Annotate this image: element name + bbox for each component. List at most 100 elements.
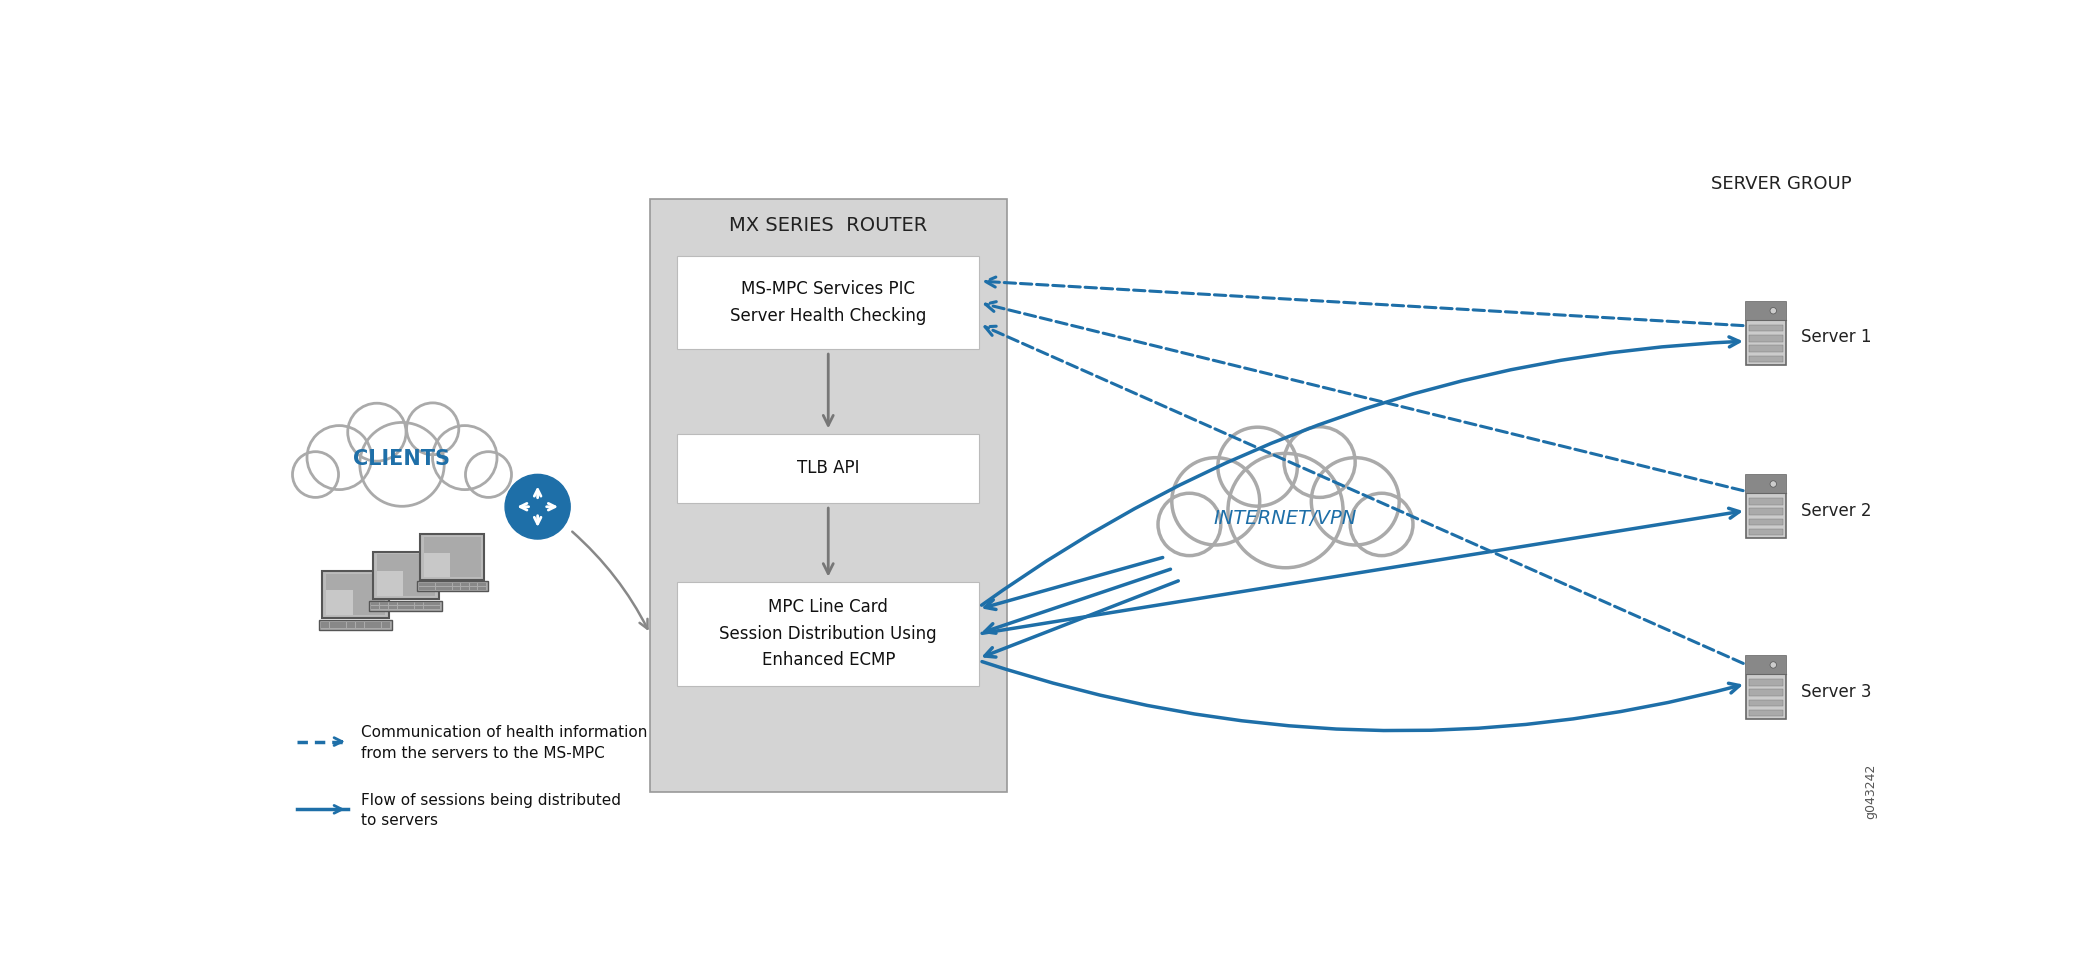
FancyBboxPatch shape: [397, 603, 405, 606]
FancyBboxPatch shape: [433, 606, 441, 610]
FancyBboxPatch shape: [323, 571, 388, 618]
FancyBboxPatch shape: [338, 622, 347, 625]
FancyBboxPatch shape: [1749, 508, 1783, 515]
FancyBboxPatch shape: [355, 622, 363, 625]
Text: to servers: to servers: [361, 814, 439, 828]
Text: SERVER GROUP: SERVER GROUP: [1712, 174, 1852, 193]
FancyBboxPatch shape: [470, 583, 477, 586]
FancyBboxPatch shape: [374, 625, 382, 629]
FancyBboxPatch shape: [1749, 498, 1783, 505]
Circle shape: [1218, 428, 1298, 507]
Text: CLIENTS: CLIENTS: [353, 449, 452, 469]
Circle shape: [433, 426, 498, 489]
Circle shape: [466, 452, 512, 498]
FancyBboxPatch shape: [1749, 710, 1783, 716]
FancyBboxPatch shape: [424, 603, 433, 606]
FancyBboxPatch shape: [445, 583, 452, 586]
Circle shape: [1770, 307, 1777, 314]
FancyBboxPatch shape: [1745, 656, 1787, 719]
FancyBboxPatch shape: [330, 625, 338, 629]
Text: Server 1: Server 1: [1802, 328, 1871, 347]
FancyBboxPatch shape: [346, 625, 355, 629]
FancyBboxPatch shape: [479, 586, 485, 589]
FancyBboxPatch shape: [330, 622, 338, 625]
FancyBboxPatch shape: [388, 603, 397, 606]
FancyBboxPatch shape: [462, 583, 468, 586]
FancyBboxPatch shape: [418, 582, 487, 591]
FancyBboxPatch shape: [372, 603, 380, 606]
Circle shape: [1157, 493, 1220, 556]
FancyBboxPatch shape: [1745, 656, 1787, 674]
FancyBboxPatch shape: [1749, 355, 1783, 362]
FancyBboxPatch shape: [1745, 475, 1787, 493]
FancyBboxPatch shape: [479, 583, 485, 586]
FancyBboxPatch shape: [470, 586, 477, 589]
FancyBboxPatch shape: [424, 553, 449, 577]
FancyBboxPatch shape: [338, 625, 347, 629]
FancyBboxPatch shape: [376, 571, 403, 596]
FancyBboxPatch shape: [365, 625, 372, 629]
FancyBboxPatch shape: [676, 256, 979, 349]
FancyBboxPatch shape: [437, 583, 443, 586]
FancyBboxPatch shape: [405, 603, 414, 606]
FancyBboxPatch shape: [380, 603, 388, 606]
Text: MPC Line Card
Session Distribution Using
Enhanced ECMP: MPC Line Card Session Distribution Using…: [720, 598, 937, 669]
FancyBboxPatch shape: [418, 583, 426, 586]
Circle shape: [1770, 662, 1777, 668]
FancyBboxPatch shape: [397, 606, 405, 610]
FancyBboxPatch shape: [416, 603, 422, 606]
FancyBboxPatch shape: [445, 586, 452, 589]
FancyBboxPatch shape: [676, 582, 979, 686]
FancyBboxPatch shape: [382, 622, 391, 625]
Circle shape: [359, 423, 445, 507]
FancyBboxPatch shape: [420, 534, 485, 580]
FancyBboxPatch shape: [418, 586, 426, 589]
FancyBboxPatch shape: [416, 606, 422, 610]
FancyBboxPatch shape: [1749, 346, 1783, 351]
FancyBboxPatch shape: [462, 586, 468, 589]
Circle shape: [1350, 493, 1413, 556]
FancyBboxPatch shape: [374, 622, 382, 625]
FancyBboxPatch shape: [319, 620, 393, 631]
Circle shape: [1310, 457, 1399, 545]
FancyBboxPatch shape: [424, 536, 481, 577]
FancyBboxPatch shape: [372, 552, 439, 599]
FancyBboxPatch shape: [370, 601, 443, 612]
FancyBboxPatch shape: [355, 625, 363, 629]
Text: MX SERIES  ROUTER: MX SERIES ROUTER: [729, 216, 928, 235]
FancyBboxPatch shape: [426, 583, 435, 586]
FancyBboxPatch shape: [426, 586, 435, 589]
Circle shape: [1172, 457, 1260, 545]
FancyBboxPatch shape: [326, 590, 353, 615]
FancyBboxPatch shape: [321, 625, 330, 629]
FancyBboxPatch shape: [437, 586, 443, 589]
FancyBboxPatch shape: [1749, 690, 1783, 695]
Text: MS-MPC Services PIC
Server Health Checking: MS-MPC Services PIC Server Health Checki…: [731, 280, 926, 325]
Circle shape: [1770, 481, 1777, 487]
FancyBboxPatch shape: [1745, 475, 1787, 538]
FancyBboxPatch shape: [651, 198, 1006, 792]
FancyBboxPatch shape: [405, 606, 414, 610]
FancyBboxPatch shape: [1745, 301, 1787, 365]
FancyBboxPatch shape: [321, 622, 330, 625]
Text: Flow of sessions being distributed: Flow of sessions being distributed: [361, 793, 622, 808]
FancyBboxPatch shape: [1749, 325, 1783, 331]
FancyBboxPatch shape: [1749, 335, 1783, 342]
Text: Server 2: Server 2: [1802, 502, 1871, 520]
Text: g043242: g043242: [1865, 764, 1877, 819]
Text: INTERNET/VPN: INTERNET/VPN: [1214, 508, 1357, 528]
FancyBboxPatch shape: [376, 555, 435, 596]
FancyBboxPatch shape: [433, 603, 441, 606]
FancyBboxPatch shape: [1745, 301, 1787, 320]
FancyBboxPatch shape: [454, 583, 460, 586]
Text: from the servers to the MS-MPC: from the servers to the MS-MPC: [361, 745, 605, 761]
FancyBboxPatch shape: [388, 606, 397, 610]
FancyBboxPatch shape: [326, 574, 384, 615]
Circle shape: [407, 403, 458, 455]
Circle shape: [1283, 427, 1354, 498]
FancyBboxPatch shape: [1749, 529, 1783, 535]
Circle shape: [506, 475, 571, 539]
FancyBboxPatch shape: [372, 606, 380, 610]
FancyBboxPatch shape: [1749, 679, 1783, 686]
Text: Communication of health information: Communication of health information: [361, 725, 647, 740]
